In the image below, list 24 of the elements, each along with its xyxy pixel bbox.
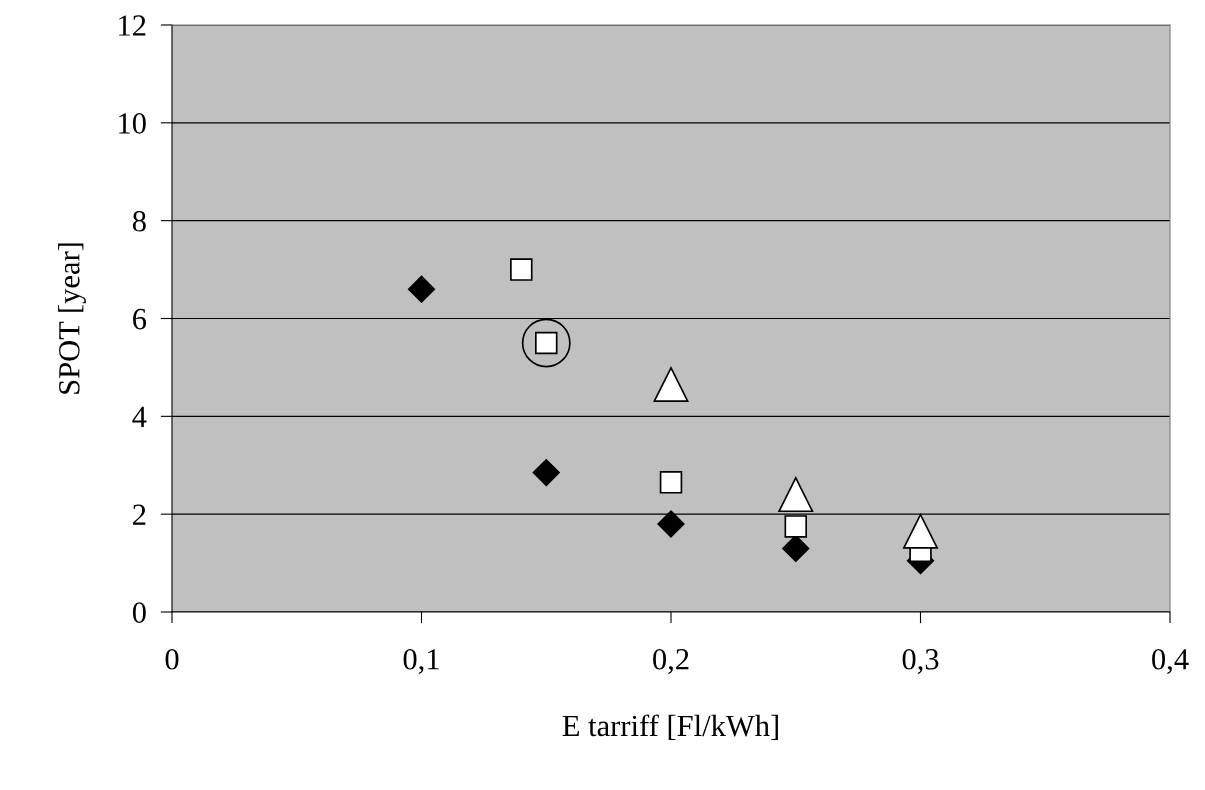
point [407, 275, 436, 303]
y-tick-label: 12 [119, 15, 146, 36]
y-tick-label: 8 [132, 210, 146, 232]
point [784, 515, 808, 538]
point [532, 458, 560, 487]
point [659, 471, 683, 494]
y-axis-title: SPOT [year] [58, 243, 86, 394]
y-tick-label: 2 [133, 504, 146, 525]
point [902, 513, 939, 549]
x-tick-label: 0,4 [1152, 648, 1189, 675]
y-tick-label: 10 [119, 113, 146, 134]
x-axis-title: E tarriff [Fl/kWh] [562, 714, 778, 740]
x-tick-label: 0 [165, 648, 179, 670]
x-tick-label: 0,3 [902, 648, 939, 675]
point [521, 318, 571, 368]
y-tick-label: 6 [133, 308, 147, 330]
x-tick-label: 0,1 [403, 648, 439, 675]
point [510, 258, 533, 281]
point [653, 367, 689, 403]
point [778, 477, 814, 513]
y-tick-label: 4 [132, 406, 147, 427]
y-tick-label: 0 [132, 602, 146, 623]
point [657, 510, 685, 538]
x-tick-label: 0,2 [653, 648, 689, 675]
